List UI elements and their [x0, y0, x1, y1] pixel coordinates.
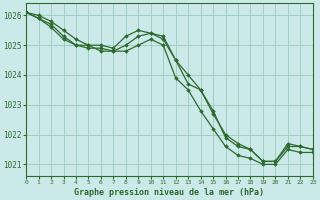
X-axis label: Graphe pression niveau de la mer (hPa): Graphe pression niveau de la mer (hPa) [75, 188, 264, 197]
